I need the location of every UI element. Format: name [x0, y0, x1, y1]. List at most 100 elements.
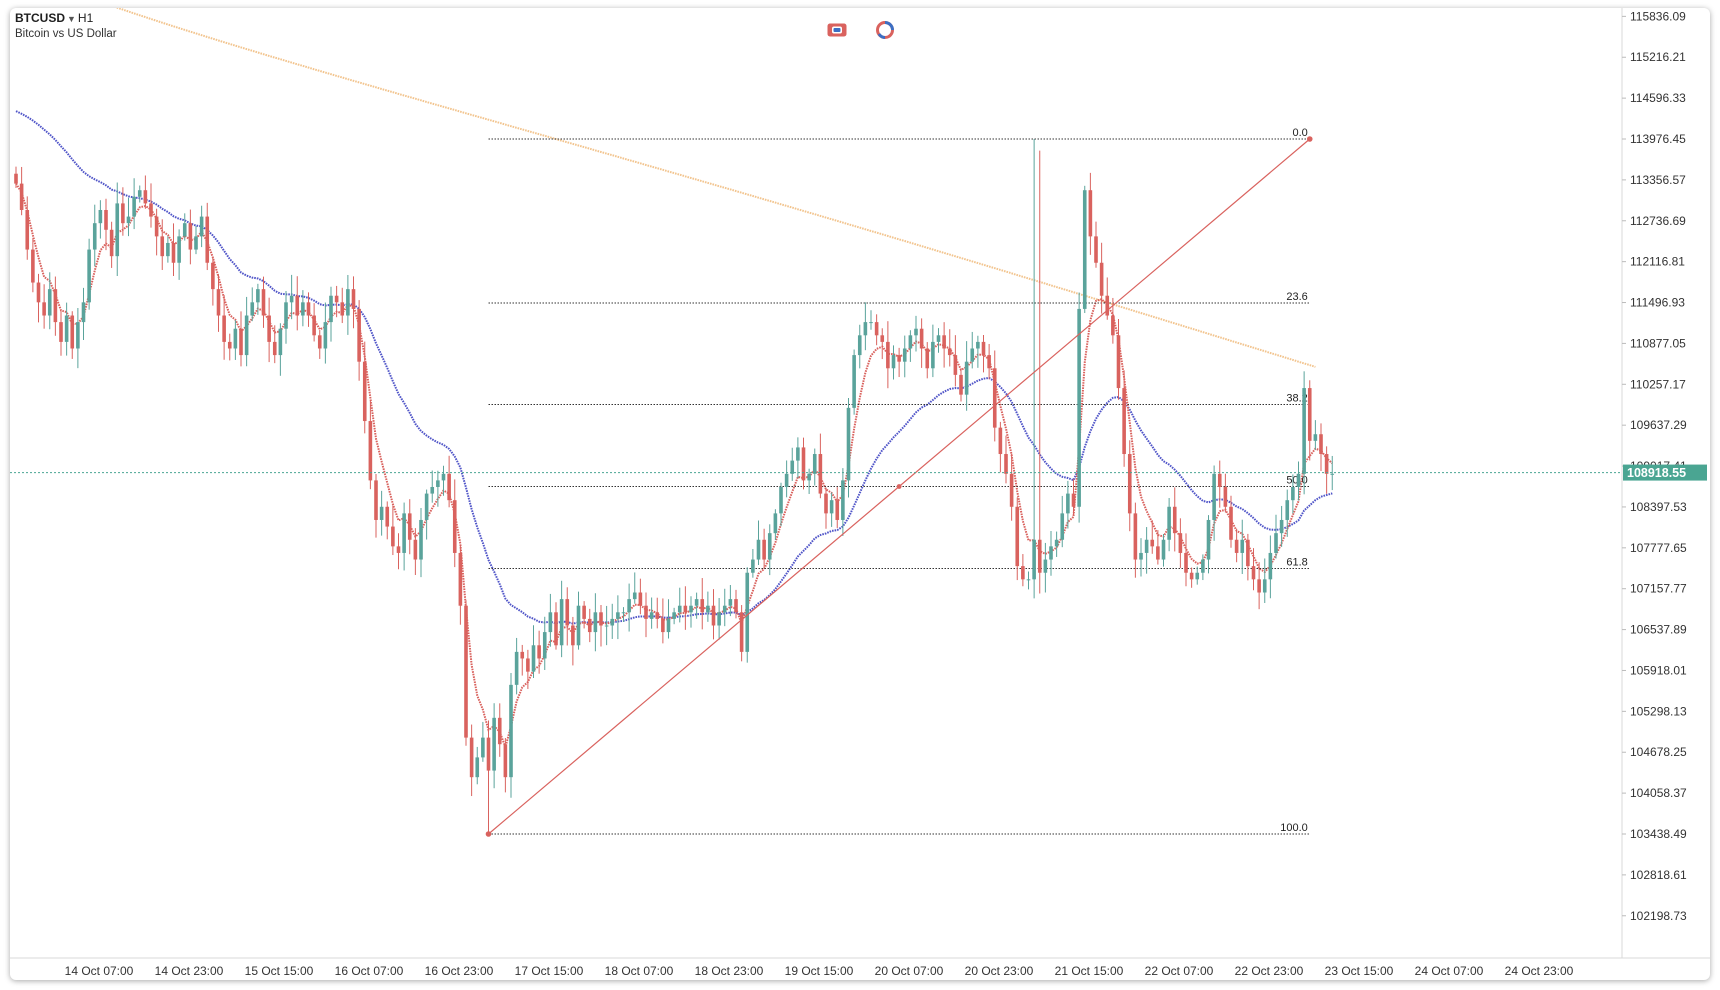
- price-tick-label: 106537.89: [1630, 623, 1687, 637]
- time-tick-label: 23 Oct 15:00: [1325, 964, 1394, 978]
- candle-body: [1212, 473, 1216, 520]
- candle-body: [374, 480, 378, 520]
- candle-body: [824, 493, 828, 514]
- candle-body: [149, 203, 153, 217]
- candle-body: [340, 302, 345, 316]
- price-tick-label: 113976.45: [1630, 132, 1686, 146]
- candle-body: [565, 599, 570, 626]
- candle-body: [1082, 190, 1087, 309]
- candle-body: [1302, 388, 1306, 474]
- candle-body: [458, 552, 463, 606]
- candle-body: [509, 684, 513, 778]
- candle-body: [1279, 519, 1284, 534]
- candle-body: [576, 605, 581, 646]
- candle-body: [998, 427, 1003, 455]
- candle-body: [745, 572, 750, 652]
- candle-body: [475, 757, 480, 778]
- candle-body: [739, 612, 744, 652]
- candle-body: [655, 612, 660, 619]
- candle-body: [571, 625, 575, 646]
- candle-body: [644, 605, 648, 619]
- candle-body: [1268, 552, 1273, 580]
- chart-replay-icon[interactable]: [826, 21, 848, 39]
- ma-slow-line: [115, 8, 1316, 368]
- candle-body: [36, 282, 41, 303]
- candle-body: [1060, 513, 1065, 540]
- timeframe-label[interactable]: H1: [77, 11, 94, 25]
- candle-body: [59, 322, 63, 342]
- candle-body: [278, 328, 283, 356]
- candle-body: [64, 315, 69, 342]
- candle-body: [1246, 539, 1250, 567]
- candle-body: [351, 289, 356, 309]
- candle-body: [925, 348, 930, 369]
- price-tick-label: 102818.61: [1630, 868, 1687, 882]
- candle-body: [976, 341, 980, 349]
- symbol-header: BTCUSD ▼ H1 Bitcoin vs US Dollar: [15, 11, 117, 41]
- candle-body: [42, 302, 46, 316]
- candle-body: [1066, 493, 1070, 514]
- symbol-dropdown-icon[interactable]: ▼: [67, 14, 76, 24]
- candle-body: [610, 618, 615, 626]
- candle-body: [1116, 335, 1121, 389]
- candle-body: [132, 196, 136, 217]
- candle-body: [1037, 539, 1042, 573]
- candle-body: [796, 447, 800, 461]
- candle-body: [649, 612, 654, 619]
- candle-body: [1229, 506, 1233, 540]
- candle-body: [784, 473, 789, 487]
- candle-body: [1313, 434, 1318, 441]
- candle-body: [1324, 454, 1329, 474]
- candle-body: [801, 447, 806, 481]
- time-tick-label: 15 Oct 15:00: [245, 964, 314, 978]
- candle-body: [1184, 552, 1188, 573]
- candle-body: [109, 229, 114, 257]
- candle-body: [1274, 533, 1278, 553]
- symbol-selector[interactable]: BTCUSD ▼ H1: [15, 11, 117, 27]
- candle-body: [295, 295, 300, 316]
- time-tick-label: 17 Oct 15:00: [515, 964, 584, 978]
- candle-body: [661, 618, 665, 633]
- candle-body: [211, 262, 215, 290]
- trendline-anchor[interactable]: [485, 831, 492, 837]
- candle-body: [919, 328, 924, 349]
- candle-body: [430, 486, 435, 494]
- candle-body: [19, 183, 24, 210]
- candle-body: [87, 249, 91, 303]
- candle-body: [1201, 559, 1205, 573]
- candle-body: [250, 302, 255, 316]
- time-tick-label: 16 Oct 07:00: [335, 964, 404, 978]
- candle-body: [1156, 546, 1160, 560]
- candle-body: [396, 546, 401, 553]
- candle-body: [1094, 236, 1098, 263]
- price-tick-label: 114596.33: [1630, 91, 1686, 105]
- candle-body: [621, 612, 626, 614]
- candle-body: [227, 341, 232, 349]
- candle-body: [942, 335, 946, 349]
- candle-body: [284, 302, 288, 329]
- candle-body: [98, 209, 103, 224]
- candle-body: [694, 599, 699, 606]
- symbol-name[interactable]: BTCUSD: [15, 11, 65, 25]
- time-tick-label: 18 Oct 23:00: [695, 964, 764, 978]
- trendline-anchor[interactable]: [1306, 136, 1313, 142]
- candle-body: [1077, 308, 1081, 507]
- candle-body: [852, 355, 856, 408]
- candle-body: [216, 289, 221, 316]
- candle-body: [402, 513, 406, 553]
- indicator-cycle-icon[interactable]: [874, 21, 896, 39]
- fib-level-label: 100.0: [1280, 822, 1308, 834]
- candle-body: [171, 242, 176, 263]
- candle-body: [1071, 493, 1076, 507]
- price-tick-label: 111496.93: [1630, 296, 1685, 310]
- trendline-midpoint[interactable]: [896, 484, 902, 489]
- candle-body: [542, 632, 547, 659]
- fib-level-label: 0.0: [1292, 127, 1307, 139]
- candle-body: [391, 526, 395, 547]
- candle-body: [891, 355, 896, 369]
- price-tick-label: 112736.69: [1630, 214, 1686, 228]
- candle-body: [441, 473, 446, 481]
- candle-body: [239, 328, 243, 356]
- candle-body: [1004, 454, 1008, 474]
